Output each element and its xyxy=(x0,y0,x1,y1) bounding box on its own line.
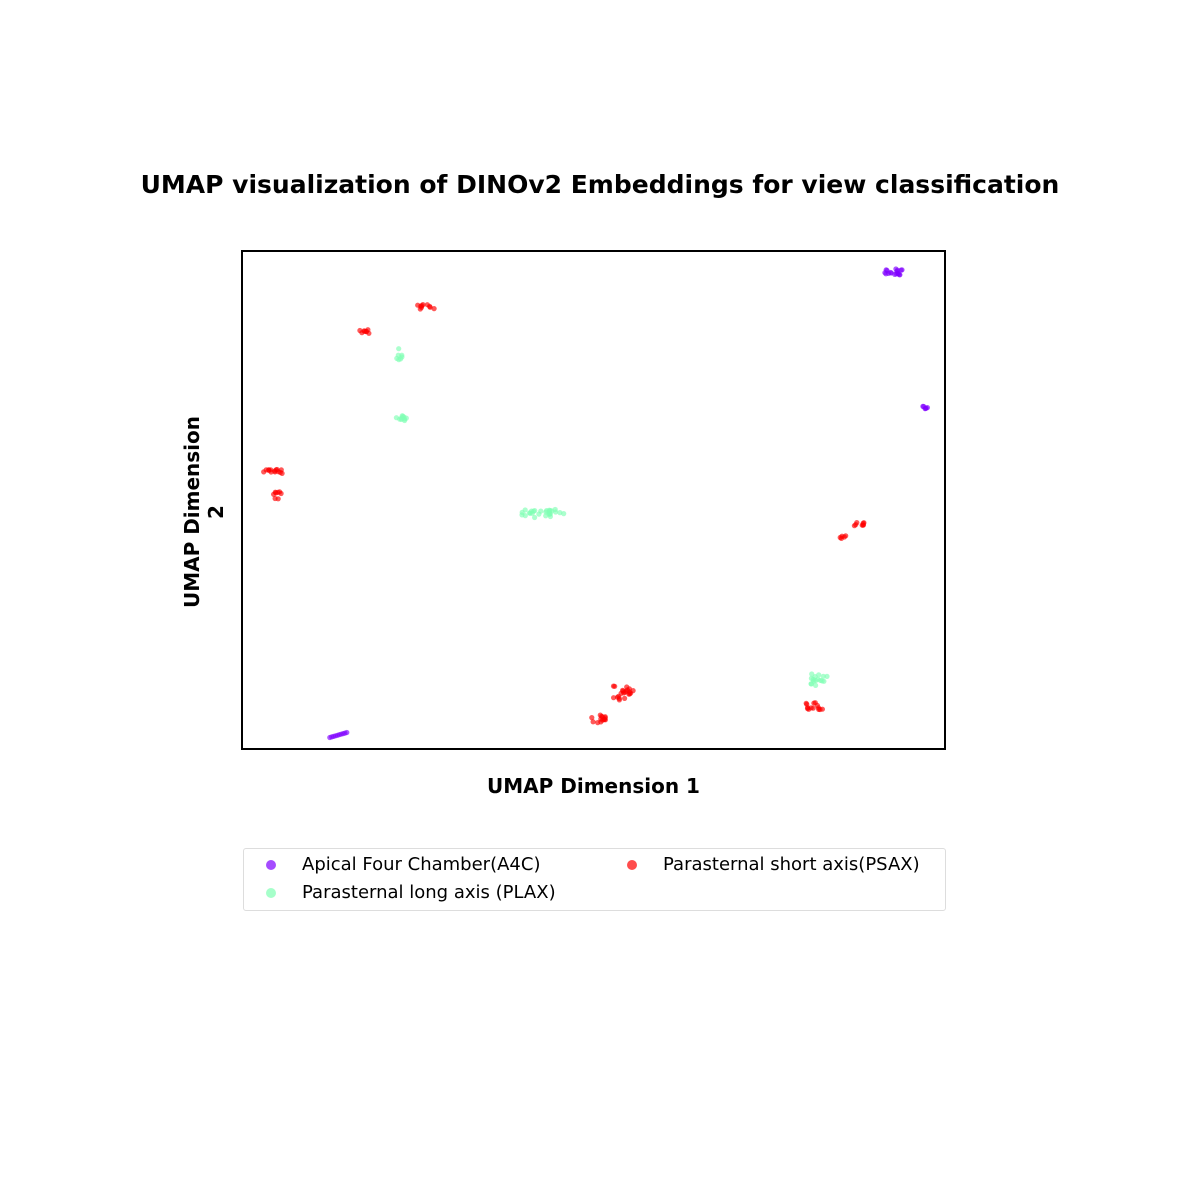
point-series-1-cluster-3 xyxy=(824,673,830,679)
point-series-2-cluster-3 xyxy=(272,489,278,495)
point-series-1-cluster-3 xyxy=(819,678,825,684)
point-series-1-cluster-2 xyxy=(536,511,542,517)
point-series-2-cluster-2 xyxy=(266,467,272,473)
point-series-1-cluster-2 xyxy=(522,507,528,513)
point-series-2-cluster-6 xyxy=(626,689,633,695)
point-series-1-cluster-3 xyxy=(808,681,815,687)
point-series-0-cluster-2 xyxy=(344,729,350,736)
point-series-1-cluster-2 xyxy=(532,514,538,521)
y-axis-label: UMAP Dimension 2 xyxy=(180,415,228,609)
point-series-2-cluster-6 xyxy=(612,683,618,689)
point-series-2-cluster-7 xyxy=(590,719,596,725)
point-series-2-cluster-8 xyxy=(816,706,822,712)
legend-marker-plax xyxy=(266,887,276,898)
legend-label-psax: Parasternal short axis(PSAX) xyxy=(663,854,920,875)
legend-item-a4c: Apical Four Chamber(A4C) xyxy=(244,854,540,875)
legend: Apical Four Chamber(A4C) Parasternal lon… xyxy=(243,848,946,911)
point-series-2-cluster-6 xyxy=(611,695,617,701)
point-series-1-cluster-3 xyxy=(820,673,826,679)
point-series-0-cluster-0 xyxy=(897,272,903,278)
plot-frame xyxy=(241,250,946,750)
point-series-1-cluster-3 xyxy=(809,671,815,677)
legend-label-a4c: Apical Four Chamber(A4C) xyxy=(302,854,541,875)
point-series-0-cluster-0 xyxy=(899,267,905,273)
point-series-2-cluster-7 xyxy=(595,720,601,726)
point-series-2-cluster-8 xyxy=(812,700,818,706)
legend-marker-a4c xyxy=(266,859,276,870)
point-series-2-cluster-4 xyxy=(860,522,866,528)
point-series-0-cluster-1 xyxy=(922,406,928,412)
scatter-plot-area xyxy=(241,250,946,750)
chart-title: UMAP visualization of DINOv2 Embeddings … xyxy=(140,170,1060,199)
point-series-1-cluster-0 xyxy=(396,346,402,352)
x-axis-label: UMAP Dimension 1 xyxy=(487,774,700,798)
legend-label-plax: Parasternal long axis (PLAX) xyxy=(302,882,556,903)
point-series-2-cluster-6 xyxy=(622,695,628,701)
point-series-2-cluster-6 xyxy=(621,690,627,696)
point-series-1-cluster-3 xyxy=(810,676,816,682)
point-series-2-cluster-8 xyxy=(819,706,826,712)
point-series-2-cluster-1 xyxy=(363,329,369,335)
point-series-2-cluster-3 xyxy=(272,495,278,502)
point-series-1-cluster-1 xyxy=(393,415,399,421)
point-series-1-cluster-0 xyxy=(394,355,400,361)
point-series-2-cluster-1 xyxy=(357,327,363,334)
point-series-0-cluster-0 xyxy=(883,271,889,277)
point-series-1-cluster-2 xyxy=(561,511,567,517)
point-series-1-cluster-2 xyxy=(519,512,525,518)
point-series-2-cluster-0 xyxy=(427,303,433,309)
point-series-1-cluster-2 xyxy=(547,511,553,517)
legend-item-plax: Parasternal long axis (PLAX) xyxy=(244,882,556,903)
point-series-2-cluster-5 xyxy=(839,533,845,539)
point-series-1-cluster-3 xyxy=(816,672,822,678)
point-series-2-cluster-7 xyxy=(589,715,595,721)
points-layer xyxy=(261,266,931,741)
legend-item-psax: Parasternal short axis(PSAX) xyxy=(605,854,920,875)
point-series-1-cluster-2 xyxy=(552,506,558,513)
point-series-1-cluster-2 xyxy=(529,510,535,516)
point-series-1-cluster-2 xyxy=(543,513,549,519)
point-series-2-cluster-8 xyxy=(804,701,810,707)
point-series-1-cluster-3 xyxy=(813,682,819,688)
point-series-2-cluster-0 xyxy=(418,304,425,310)
point-series-2-cluster-6 xyxy=(616,697,622,703)
point-series-2-cluster-7 xyxy=(599,714,606,720)
point-series-1-cluster-1 xyxy=(399,413,405,419)
legend-marker-psax xyxy=(627,859,637,870)
point-series-2-cluster-4 xyxy=(853,522,859,528)
point-series-0-cluster-0 xyxy=(887,269,894,276)
point-series-2-cluster-2 xyxy=(272,468,278,474)
